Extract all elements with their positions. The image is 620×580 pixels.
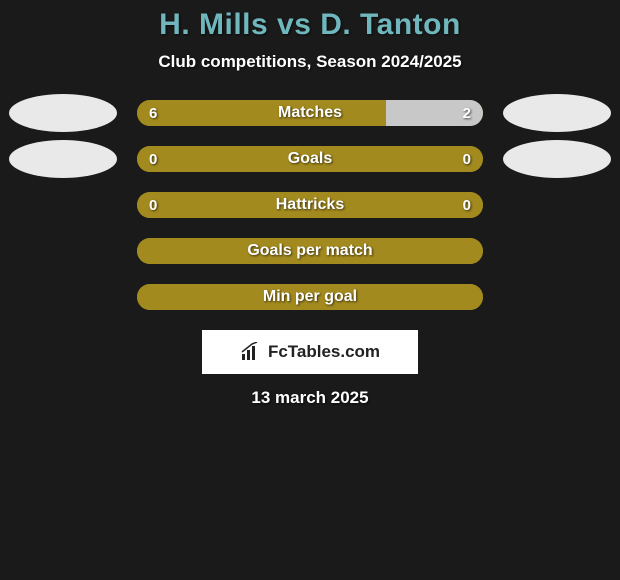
watermark: FcTables.com [202, 330, 418, 374]
chart-subtitle: Club competitions, Season 2024/2025 [0, 52, 620, 72]
chart-title: H. Mills vs D. Tanton [0, 0, 620, 42]
stat-bar: 00Goals [137, 146, 483, 172]
stat-row: 00Goals [0, 146, 620, 172]
watermark-text: FcTables.com [268, 342, 380, 362]
stat-label: Goals per match [137, 238, 483, 264]
stat-rows: 62Matches 00Goals 00Hattricks Goals per mat… [0, 100, 620, 310]
stat-row: 62Matches [0, 100, 620, 126]
stat-label: Matches [137, 100, 483, 126]
stat-row: Min per goal [0, 284, 620, 310]
stat-label: Min per goal [137, 284, 483, 310]
bar-chart-icon [240, 342, 262, 362]
player-left-avatar [9, 94, 117, 132]
player-left-avatar [9, 140, 117, 178]
stat-row: 00Hattricks [0, 192, 620, 218]
player-right-avatar [503, 94, 611, 132]
stat-label: Goals [137, 146, 483, 172]
chart-canvas: H. Mills vs D. Tanton Club competitions,… [0, 0, 620, 580]
player-right-avatar [503, 140, 611, 178]
stat-bar: Min per goal [137, 284, 483, 310]
stat-bar: 62Matches [137, 100, 483, 126]
stat-bar: Goals per match [137, 238, 483, 264]
stat-row: Goals per match [0, 238, 620, 264]
chart-date: 13 march 2025 [0, 388, 620, 408]
stat-label: Hattricks [137, 192, 483, 218]
stat-bar: 00Hattricks [137, 192, 483, 218]
